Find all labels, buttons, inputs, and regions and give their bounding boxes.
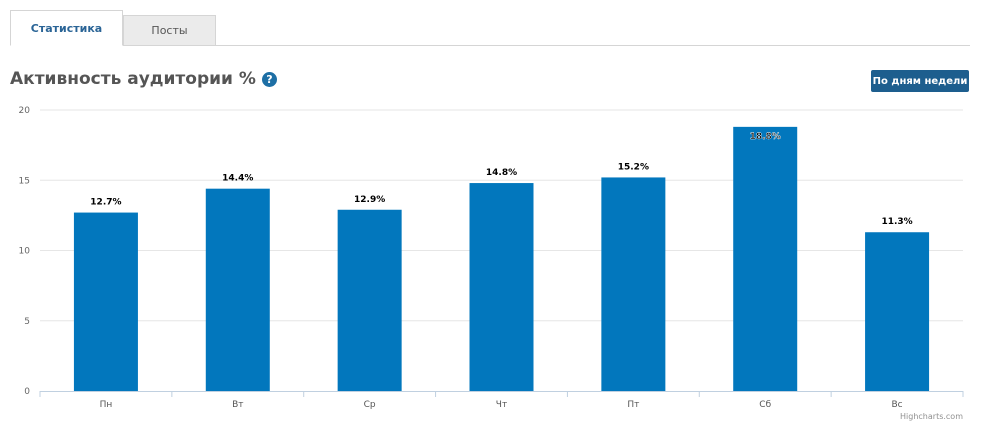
data-label: 18.8% [750,132,781,142]
y-tick-label: 5 [24,317,30,327]
bar[interactable] [337,209,402,391]
bar[interactable] [73,212,138,391]
x-tick-label: Пн [100,400,113,410]
data-label: 14.4% [222,174,253,184]
x-tick-label: Пт [627,400,639,410]
page-title: Активность аудитории % [10,69,256,89]
tab-posts[interactable]: Посты [123,15,216,45]
y-tick-label: 0 [24,387,30,397]
bar[interactable] [205,188,270,391]
data-label: 12.9% [354,195,385,205]
y-tick-label: 15 [19,176,30,186]
bar[interactable] [733,126,798,392]
data-label: 15.2% [618,162,649,172]
data-label: 14.8% [486,168,517,178]
y-tick-label: 20 [19,106,31,116]
chart-header: Активность аудитории % ? [10,69,277,89]
weekday-filter-button[interactable]: По дням недели [871,70,969,92]
bar[interactable] [601,177,666,391]
help-icon[interactable]: ? [261,71,277,87]
y-tick-label: 10 [19,247,31,257]
x-tick-label: Вт [232,400,243,410]
x-tick-label: Сб [759,400,771,410]
data-label: 12.7% [90,198,121,208]
tab-divider [10,45,970,46]
x-tick-label: Ср [364,400,376,410]
tab-bar: Посты Статистика [10,10,970,46]
bar[interactable] [469,183,534,391]
x-tick-label: Чт [496,400,507,410]
bar[interactable] [865,232,930,391]
x-tick-label: Вс [892,400,903,410]
highcharts-credit[interactable]: Highcharts.com [900,412,963,421]
tab-statistics[interactable]: Статистика [10,10,123,46]
activity-bar-chart: 0 5 10 15 20 12.7% Пн 14.4% Вт 12.9% Ср 14.8% Чт 15.2… [19,106,964,410]
data-label: 11.3% [881,217,912,227]
